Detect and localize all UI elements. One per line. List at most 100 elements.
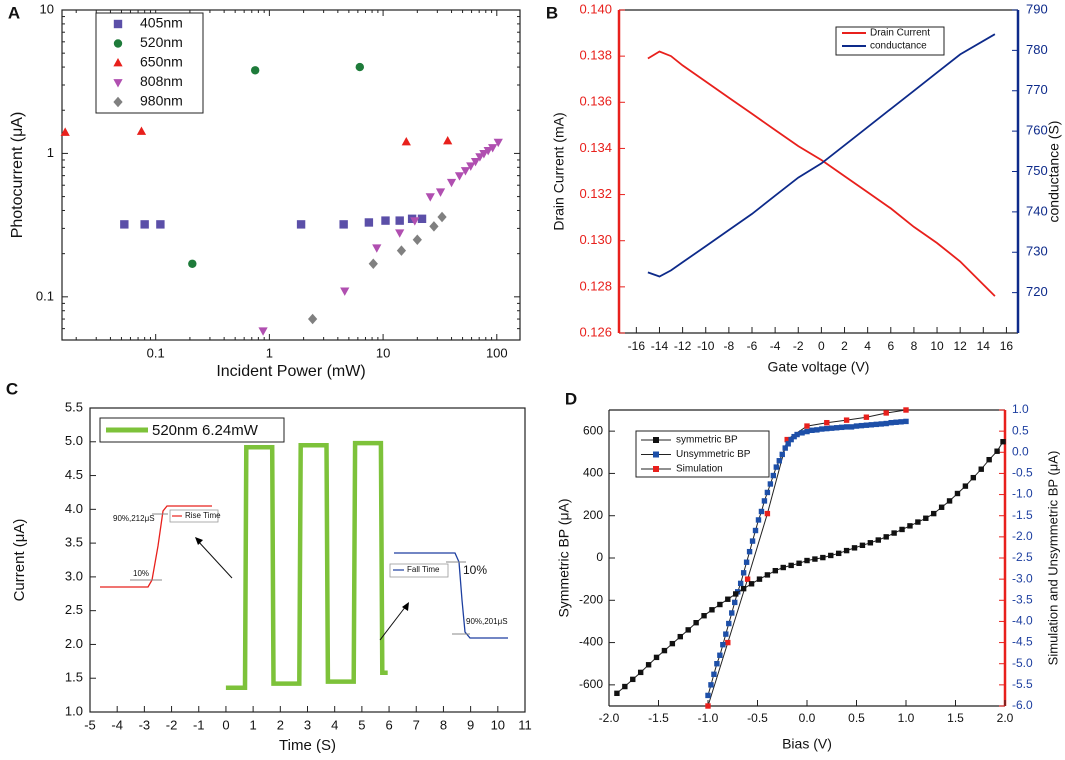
x-tick-label-b: -12 [674,339,692,353]
x-tick-label-c: 3 [304,717,311,732]
rise-legend [169,509,219,523]
y-tick-label-c: 4.0 [65,501,83,516]
y-axis-label-c: Current (μA) [11,519,28,602]
data-point-Unsymmetric BP [723,631,729,637]
legend-marker-d [653,466,659,472]
data-point-Unsymmetric BP [770,472,777,479]
legend-label-b: Drain Current [870,28,930,39]
x-tick-label-b: 4 [864,339,871,353]
panel-d: D -2.0 -1.5 -1.0 -0.5 0.0 0.5 1.0 1.5 2.0 -600 -400… [556,389,1061,751]
data-point-Unsymmetric BP [829,425,835,431]
data-point-Unsymmetric BP [785,441,791,447]
x-tick-label-b: 12 [953,339,967,353]
data-point-808nm [493,138,503,148]
data-point-Unsymmetric BP [888,419,894,426]
y-tick-label-left-b: 0.138 [579,48,612,63]
data-point-405nm [140,220,149,229]
data-point-symmetric BP [725,596,731,602]
panel-letter-b: B [546,3,558,22]
data-point-symmetric BP [867,540,874,546]
data-point-Unsymmetric BP [737,580,744,587]
data-point-symmetric BP [772,567,779,574]
x-tick-label-d: -2.0 [599,711,620,725]
data-point-Simulation [843,417,850,423]
legend-label-d: symmetric BP [676,435,738,446]
y-tick-label-left-d: 0 [596,550,603,564]
y-tick-label-right-d: -2.0 [1012,529,1033,543]
x-tick-label-a: 1 [266,345,273,360]
data-point-symmetric BP [645,662,652,668]
y-tick-label-right-d: -3.5 [1012,592,1033,606]
panel-letter-c: C [6,379,18,398]
data-point-808nm [435,188,446,197]
legend-b [835,26,945,56]
x-tick-label-c: 11 [518,717,532,732]
data-point-symmetric BP [1000,439,1006,445]
x-tick-label-d: 2.0 [997,711,1014,725]
data-point-520nm [355,62,364,72]
data-point-symmetric BP [938,504,945,510]
y-tick-label-left-d: -600 [579,677,603,691]
fall-arrowhead [402,602,409,611]
data-point-Unsymmetric BP [898,419,904,425]
data-point-980nm [307,313,318,325]
x-tick-label-b: -14 [651,339,669,353]
rise-legend-label: Rise Time [185,511,221,520]
data-point-808nm [483,147,493,156]
rise-90pct-label: 90%,212μS [113,514,155,523]
data-point-Simulation [725,639,731,646]
data-point-symmetric BP [820,554,826,561]
x-tick-label-b: 14 [977,339,991,353]
fall-arrow [379,605,407,641]
data-point-symmetric BP [756,576,763,582]
data-point-Unsymmetric BP [834,425,840,431]
data-point-Unsymmetric BP [814,427,820,433]
fall-10pct-label: 10% [463,563,487,577]
legend-label-a: 980nm [140,93,183,109]
y-axis-label-a: Photocurrent (μA) [9,112,26,239]
fall-90pct-label: 90%,201μS [466,617,508,626]
y-tick-label-right-b: 720 [1026,284,1048,299]
rise-10pct-label: 10% [133,569,149,578]
data-point-520nm [250,66,260,75]
series-line-symmetric BP [616,441,1004,694]
y-tick-label-c: 5.0 [65,433,83,448]
data-point-symmetric BP [693,619,699,626]
data-point-405nm [296,220,306,229]
x-tick-label-c: 6 [385,717,392,732]
fall-legend [389,563,449,578]
x-tick-label-c: -1 [193,717,205,732]
x-tick-label-b: -16 [628,339,646,353]
x-tick-label-a: 10 [376,345,390,360]
data-point-Unsymmetric BP [903,418,909,425]
x-tick-label-d: -1.0 [698,711,719,725]
y-tick-label-left-b: 0.126 [579,324,612,339]
y-tick-label-right-b: 760 [1026,123,1048,138]
y-tick-label-right-d: 1.0 [1012,402,1029,416]
data-point-symmetric BP [685,627,691,633]
data-point-symmetric BP [780,564,786,571]
data-point-808nm [454,172,465,181]
data-point-symmetric BP [835,550,842,557]
data-point-symmetric BP [931,510,937,517]
legend-marker-a [113,39,123,48]
y-tick-label-right-d: -4.0 [1012,614,1033,628]
x-tick-label-b: -8 [724,339,735,353]
data-point-symmetric BP [717,601,723,608]
y-tick-label-right-d: -1.0 [1012,487,1033,501]
data-point-symmetric BP [788,562,794,569]
data-point-Unsymmetric BP [761,498,768,504]
data-point-Unsymmetric BP [717,652,723,658]
data-point-Unsymmetric BP [729,610,735,616]
legend-marker-a [113,57,123,67]
y-tick-label-right-d: -2.5 [1012,550,1033,564]
panel-c: C -5 -4 -3 -2 -1 0 1 2 3 4 5 6 7 8 9 10 11 1.0 1.5 2.0 2.5 3.0… [6,379,532,753]
y-tick-label-c: 3.0 [65,568,83,583]
x-tick-label-c: -5 [84,717,96,732]
data-point-Simulation [903,407,909,413]
data-point-symmetric BP [962,483,969,489]
plot-frame-a [61,9,521,341]
data-point-Simulation [883,410,889,416]
data-point-980nm [429,221,439,232]
data-point-Unsymmetric BP [804,428,810,435]
